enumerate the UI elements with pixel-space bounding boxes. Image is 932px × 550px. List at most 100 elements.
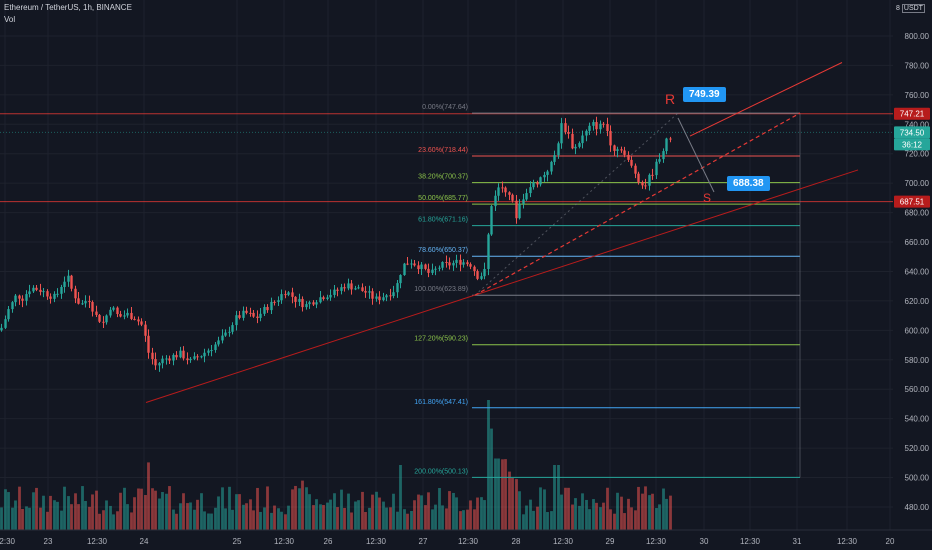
candle-body [634, 166, 636, 174]
candle-body [312, 302, 314, 304]
volume-bar [263, 507, 266, 530]
volume-bar [123, 488, 126, 530]
candle-body [546, 171, 548, 174]
volume-bar [98, 514, 101, 530]
volume-bar [210, 514, 213, 530]
candle-body [88, 301, 90, 302]
time-tick-label: 12:30 [87, 537, 108, 546]
volume-bar [228, 487, 231, 530]
candle-body [406, 264, 408, 265]
candle-body [641, 182, 643, 185]
candle-body [172, 355, 174, 361]
volume-bar [4, 489, 7, 530]
candle-body [119, 314, 121, 317]
volume-bar [399, 465, 402, 530]
candle-body [7, 309, 9, 319]
candle-body [315, 302, 317, 304]
candle-body [228, 332, 230, 333]
volume-bar [140, 489, 143, 530]
candle-body [473, 267, 475, 271]
volume-bar [14, 500, 17, 530]
currency-selector[interactable]: 8 USDT [896, 4, 925, 13]
candle-body [291, 292, 293, 296]
volume-bar [613, 514, 616, 530]
time-tick-label: 12:30 [553, 537, 574, 546]
candle-body [392, 292, 394, 296]
candle-body [599, 124, 601, 129]
candle-body [326, 297, 328, 299]
candle-body [42, 291, 44, 292]
time-tick-label: 12:30 [837, 537, 858, 546]
candle-body [333, 290, 335, 295]
candle-body [382, 297, 384, 300]
volume-bar [91, 494, 94, 530]
candle-body [665, 139, 667, 152]
fib-level-label: 50.00%(685.77) [418, 195, 468, 202]
candle-body [662, 151, 664, 159]
volume-bar [469, 500, 472, 530]
candle-body [354, 288, 356, 289]
candle-body [14, 296, 16, 303]
volume-bar [441, 505, 444, 530]
volume-bar [109, 506, 112, 530]
candle-body [658, 159, 660, 162]
volume-bar [371, 495, 374, 530]
candle-body [182, 351, 184, 359]
volume-bar [529, 500, 532, 530]
candle-body [0, 328, 2, 331]
price-axis: 800.00780.00760.00740.00720.00700.00680.… [893, 0, 932, 530]
volume-bar [53, 500, 56, 530]
volume-bar [186, 503, 189, 530]
candle-body [571, 134, 573, 148]
volume-bar [490, 429, 493, 530]
candle-body [112, 308, 114, 310]
candle-body [350, 283, 352, 289]
candle-body [161, 359, 163, 364]
candle-body [144, 325, 146, 336]
volume-bar [609, 509, 612, 530]
candle-body [515, 201, 517, 219]
volume-bar [413, 500, 416, 530]
candle-body [497, 187, 499, 195]
fib-level-label: 127.20%(590.23) [414, 336, 468, 343]
volume-bar [595, 503, 598, 530]
time-axis: 12:302312:30242512:302612:302712:302812:… [0, 530, 932, 550]
candle-body [74, 289, 76, 299]
candle-body [637, 174, 639, 183]
volume-bar [32, 492, 35, 530]
candle-body [305, 304, 307, 307]
candle-body [630, 160, 632, 166]
volume-indicator-label[interactable]: Vol [4, 15, 15, 24]
volume-bar [161, 492, 164, 530]
volume-bar [119, 493, 122, 530]
countdown-tag: 36:12 [902, 140, 923, 149]
candle-body [609, 131, 611, 145]
volume-bar [623, 513, 626, 530]
candle-body [438, 268, 440, 269]
price-tick-label: 620.00 [905, 297, 930, 306]
candle-body [476, 271, 478, 279]
candle-body [158, 363, 160, 365]
candle-body [427, 269, 429, 273]
candle-body [70, 276, 72, 289]
candle-body [214, 344, 216, 350]
volume-bar [277, 508, 280, 530]
volume-bar [63, 487, 66, 530]
volume-bar [74, 493, 77, 530]
candle-body [417, 265, 419, 269]
volume-bar [518, 491, 521, 530]
volume-bar [116, 511, 119, 530]
candle-body [410, 263, 412, 264]
candle-body [490, 206, 492, 234]
candle-body [270, 302, 272, 310]
candle-body [4, 319, 6, 328]
candle-body [616, 149, 618, 151]
candle-body [389, 295, 391, 296]
volume-bar [315, 499, 318, 530]
volume-bar [217, 496, 220, 530]
current-price-tag: 734.50 [900, 128, 925, 137]
time-tick-label: 28 [512, 537, 521, 546]
volume-bar [616, 493, 619, 530]
candle-body [592, 122, 594, 126]
